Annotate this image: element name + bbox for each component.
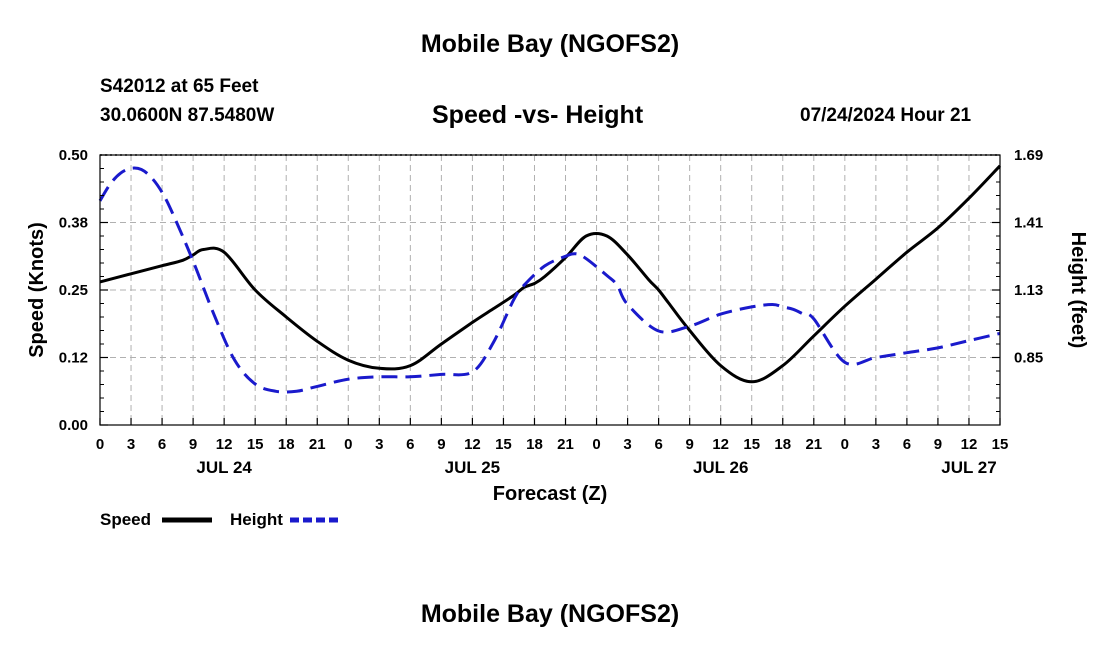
x-axis-label: Forecast (Z) — [493, 483, 607, 505]
x-tick-label: 18 — [526, 436, 543, 453]
x-tick-label: 18 — [278, 436, 295, 453]
x-tick-label: 9 — [437, 436, 445, 453]
x-tick-label: 9 — [685, 436, 693, 453]
x-tick-label: 6 — [903, 436, 911, 453]
x-date-label: JUL 26 — [693, 458, 748, 477]
x-tick-label: 18 — [774, 436, 791, 453]
y-tick-label: 0.38 — [59, 215, 88, 232]
y2-tick-label: 1.69 — [1014, 147, 1043, 164]
x-tick-label: 0 — [96, 436, 104, 453]
x-date-label: JUL 27 — [941, 458, 996, 477]
y-tick-label: 0.12 — [59, 350, 88, 367]
x-tick-label: 15 — [247, 436, 264, 453]
legend-height-label: Height — [230, 510, 283, 529]
forecast-datetime: 07/24/2024 Hour 21 — [800, 105, 972, 126]
y2-tick-label: 1.41 — [1014, 215, 1043, 232]
y-tick-label: 0.25 — [59, 282, 88, 299]
grid-lines — [100, 154, 1000, 425]
x-tick-label: 12 — [961, 436, 978, 453]
x-tick-label: 15 — [743, 436, 760, 453]
coordinates-label: 30.0600N 87.5480W — [100, 105, 275, 126]
x-tick-label: 21 — [557, 436, 574, 453]
legend: Speed Height — [100, 510, 342, 529]
y-tick-label: 0.00 — [59, 417, 88, 434]
x-tick-label: 3 — [375, 436, 383, 453]
x-tick-label: 12 — [712, 436, 729, 453]
x-tick-label: 3 — [872, 436, 880, 453]
y2-tick-label: 1.13 — [1014, 282, 1043, 299]
x-tick-label: 0 — [841, 436, 849, 453]
x-tick-label: 21 — [805, 436, 822, 453]
x-tick-label: 21 — [309, 436, 326, 453]
x-tick-label: 6 — [654, 436, 662, 453]
page-title-bottom: Mobile Bay (NGOFS2) — [420, 600, 680, 628]
y2-axis-label: Height (feet) — [1067, 232, 1089, 349]
x-tick-label: 9 — [189, 436, 197, 453]
page-title: Mobile Bay (NGOFS2) — [420, 30, 680, 58]
x-tick-label: 15 — [992, 436, 1009, 453]
chart-subtitle: Speed -vs- Height — [432, 101, 644, 129]
x-tick-label: 12 — [216, 436, 233, 453]
station-label: S42012 at 65 Feet — [100, 76, 259, 97]
y-tick-label: 0.50 — [59, 147, 88, 164]
x-date-label: JUL 24 — [196, 458, 252, 477]
series-line-height — [98, 166, 1001, 394]
series-group — [98, 164, 1002, 394]
x-tick-label: 9 — [934, 436, 942, 453]
x-tick-label: 0 — [344, 436, 352, 453]
x-tick-label: 3 — [623, 436, 631, 453]
x-tick-label: 6 — [406, 436, 414, 453]
y-axis-label: Speed (Knots) — [26, 222, 48, 358]
legend-speed-label: Speed — [100, 510, 151, 529]
x-tick-label: 0 — [592, 436, 600, 453]
series-line-speed — [99, 164, 1002, 384]
y2-tick-label: 0.85 — [1014, 350, 1043, 367]
x-tick-label: 15 — [495, 436, 512, 453]
x-date-label: JUL 25 — [445, 458, 500, 477]
axes: 0 3 6 9 12 15 18 21 0 3 6 9 12 15 18 21 0 3 6 9 12 15 18 21 0 3 6 9… — [59, 147, 1043, 477]
x-tick-label: 6 — [158, 436, 166, 453]
x-tick-label: 12 — [464, 436, 481, 453]
x-tick-label: 3 — [127, 436, 135, 453]
